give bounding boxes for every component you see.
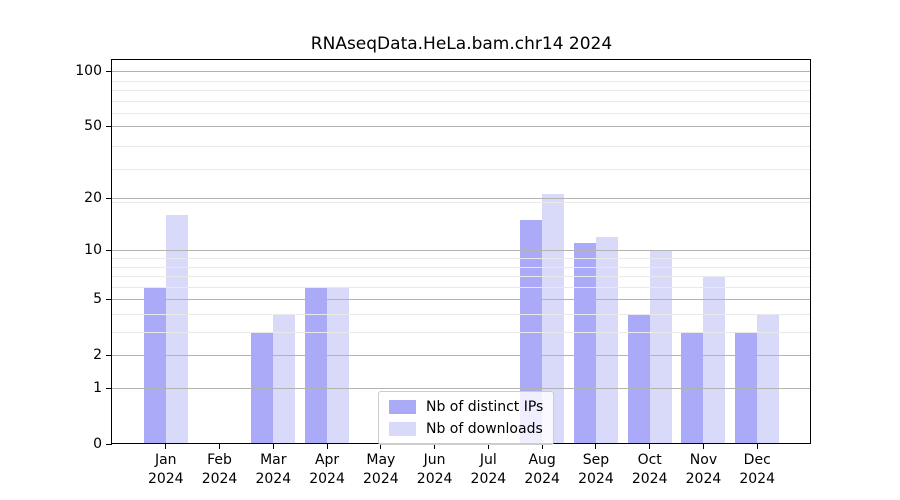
bar [649,250,672,444]
legend-swatch-distinct-ips [389,400,416,414]
x-tick-label-year: 2024 [309,471,345,487]
bar [573,243,596,444]
x-tick-mark [702,444,704,449]
bar [757,314,780,444]
x-tick-label: Nov 2024 [671,451,735,489]
x-tick-label-month: Apr [314,452,340,468]
y-tick-label: 2 [93,347,102,364]
x-tick-mark [165,444,167,449]
bar [273,314,296,444]
x-tick-label-year: 2024 [739,471,776,487]
bar [681,332,704,444]
y-tick-mark [106,125,112,127]
x-tick-label-year: 2024 [416,471,453,487]
x-tick-mark [756,444,758,449]
x-tick-mark [272,444,274,449]
x-tick-label: May 2024 [349,451,413,489]
legend-swatch-downloads [389,422,416,436]
x-tick-label-year: 2024 [147,471,184,487]
legend-item-downloads: Nb of downloads [389,421,543,437]
y-tick-mark [106,298,112,300]
x-tick-label: Jun 2024 [403,451,467,489]
bar [595,236,618,444]
x-tick-label-month: Sep [582,452,610,468]
x-tick-mark [219,444,221,449]
y-tick-label: 20 [84,190,102,207]
x-tick-label: Dec 2024 [725,451,789,489]
x-tick-label-month: Feb [207,452,232,468]
x-tick-label: Mar 2024 [241,451,305,489]
bars-layer [112,60,811,444]
legend: Nb of distinct IPs Nb of downloads [378,391,555,445]
x-tick-label: Apr 2024 [295,451,359,489]
x-tick-label-year: 2024 [470,471,507,487]
legend-item-distinct-ips: Nb of distinct IPs [389,399,543,415]
chart-title: RNAseqData.HeLa.bam.chr14 2024 [310,34,613,54]
x-tick-mark [380,444,382,449]
x-tick-label-month: May [366,452,396,468]
x-tick-label-year: 2024 [685,471,722,487]
x-tick-label-month: Oct [637,452,662,468]
bar [542,194,565,444]
y-tick-mark [106,249,112,251]
bar [165,215,188,444]
x-tick-label-month: Mar [260,452,287,468]
x-tick-mark [326,444,328,449]
y-tick-label: 0 [93,436,102,452]
x-tick-label: Aug 2024 [510,451,574,489]
x-tick-label: Sep 2024 [564,451,628,489]
x-tick-mark [487,444,489,449]
bar [627,314,650,444]
y-tick-label: 5 [93,291,102,308]
x-tick-label-month: Aug [528,452,556,468]
y-tick-label: 50 [84,118,102,135]
x-tick-mark [434,444,436,449]
y-tick-mark [106,443,112,445]
x-tick-label-year: 2024 [363,471,399,487]
x-tick-label-month: Dec [743,452,771,468]
bar [305,286,328,444]
legend-label-distinct-ips: Nb of distinct IPs [426,399,544,415]
legend-label-downloads: Nb of downloads [426,421,543,437]
x-tick-mark [649,444,651,449]
y-tick-label: 1 [93,380,102,396]
x-tick-label-year: 2024 [201,471,238,487]
x-tick-label-year: 2024 [524,471,560,487]
bar [327,286,350,444]
x-tick-label-year: 2024 [631,471,668,487]
x-tick-mark [595,444,597,449]
y-tick-mark [106,354,112,356]
x-tick-label-month: Jul [479,452,497,468]
bar [251,332,274,444]
y-tick-mark [106,387,112,389]
x-tick-mark [541,444,543,449]
x-tick-label-month: Jun [423,452,446,468]
x-tick-label-year: 2024 [255,471,292,487]
y-tick-label: 100 [75,63,102,80]
y-tick-mark [106,70,112,72]
x-tick-label: Oct 2024 [618,451,682,489]
x-tick-label-year: 2024 [578,471,614,487]
x-tick-label: Feb 2024 [188,451,252,489]
bar [143,286,166,444]
x-tick-label-month: Jan [154,452,177,468]
x-tick-label-month: Nov [689,452,718,468]
bar [703,276,726,444]
bar [735,332,758,444]
y-tick-label: 10 [84,242,102,259]
x-tick-label: Jan 2024 [134,451,198,489]
y-tick-mark [106,197,112,199]
x-tick-label: Jul 2024 [456,451,520,489]
